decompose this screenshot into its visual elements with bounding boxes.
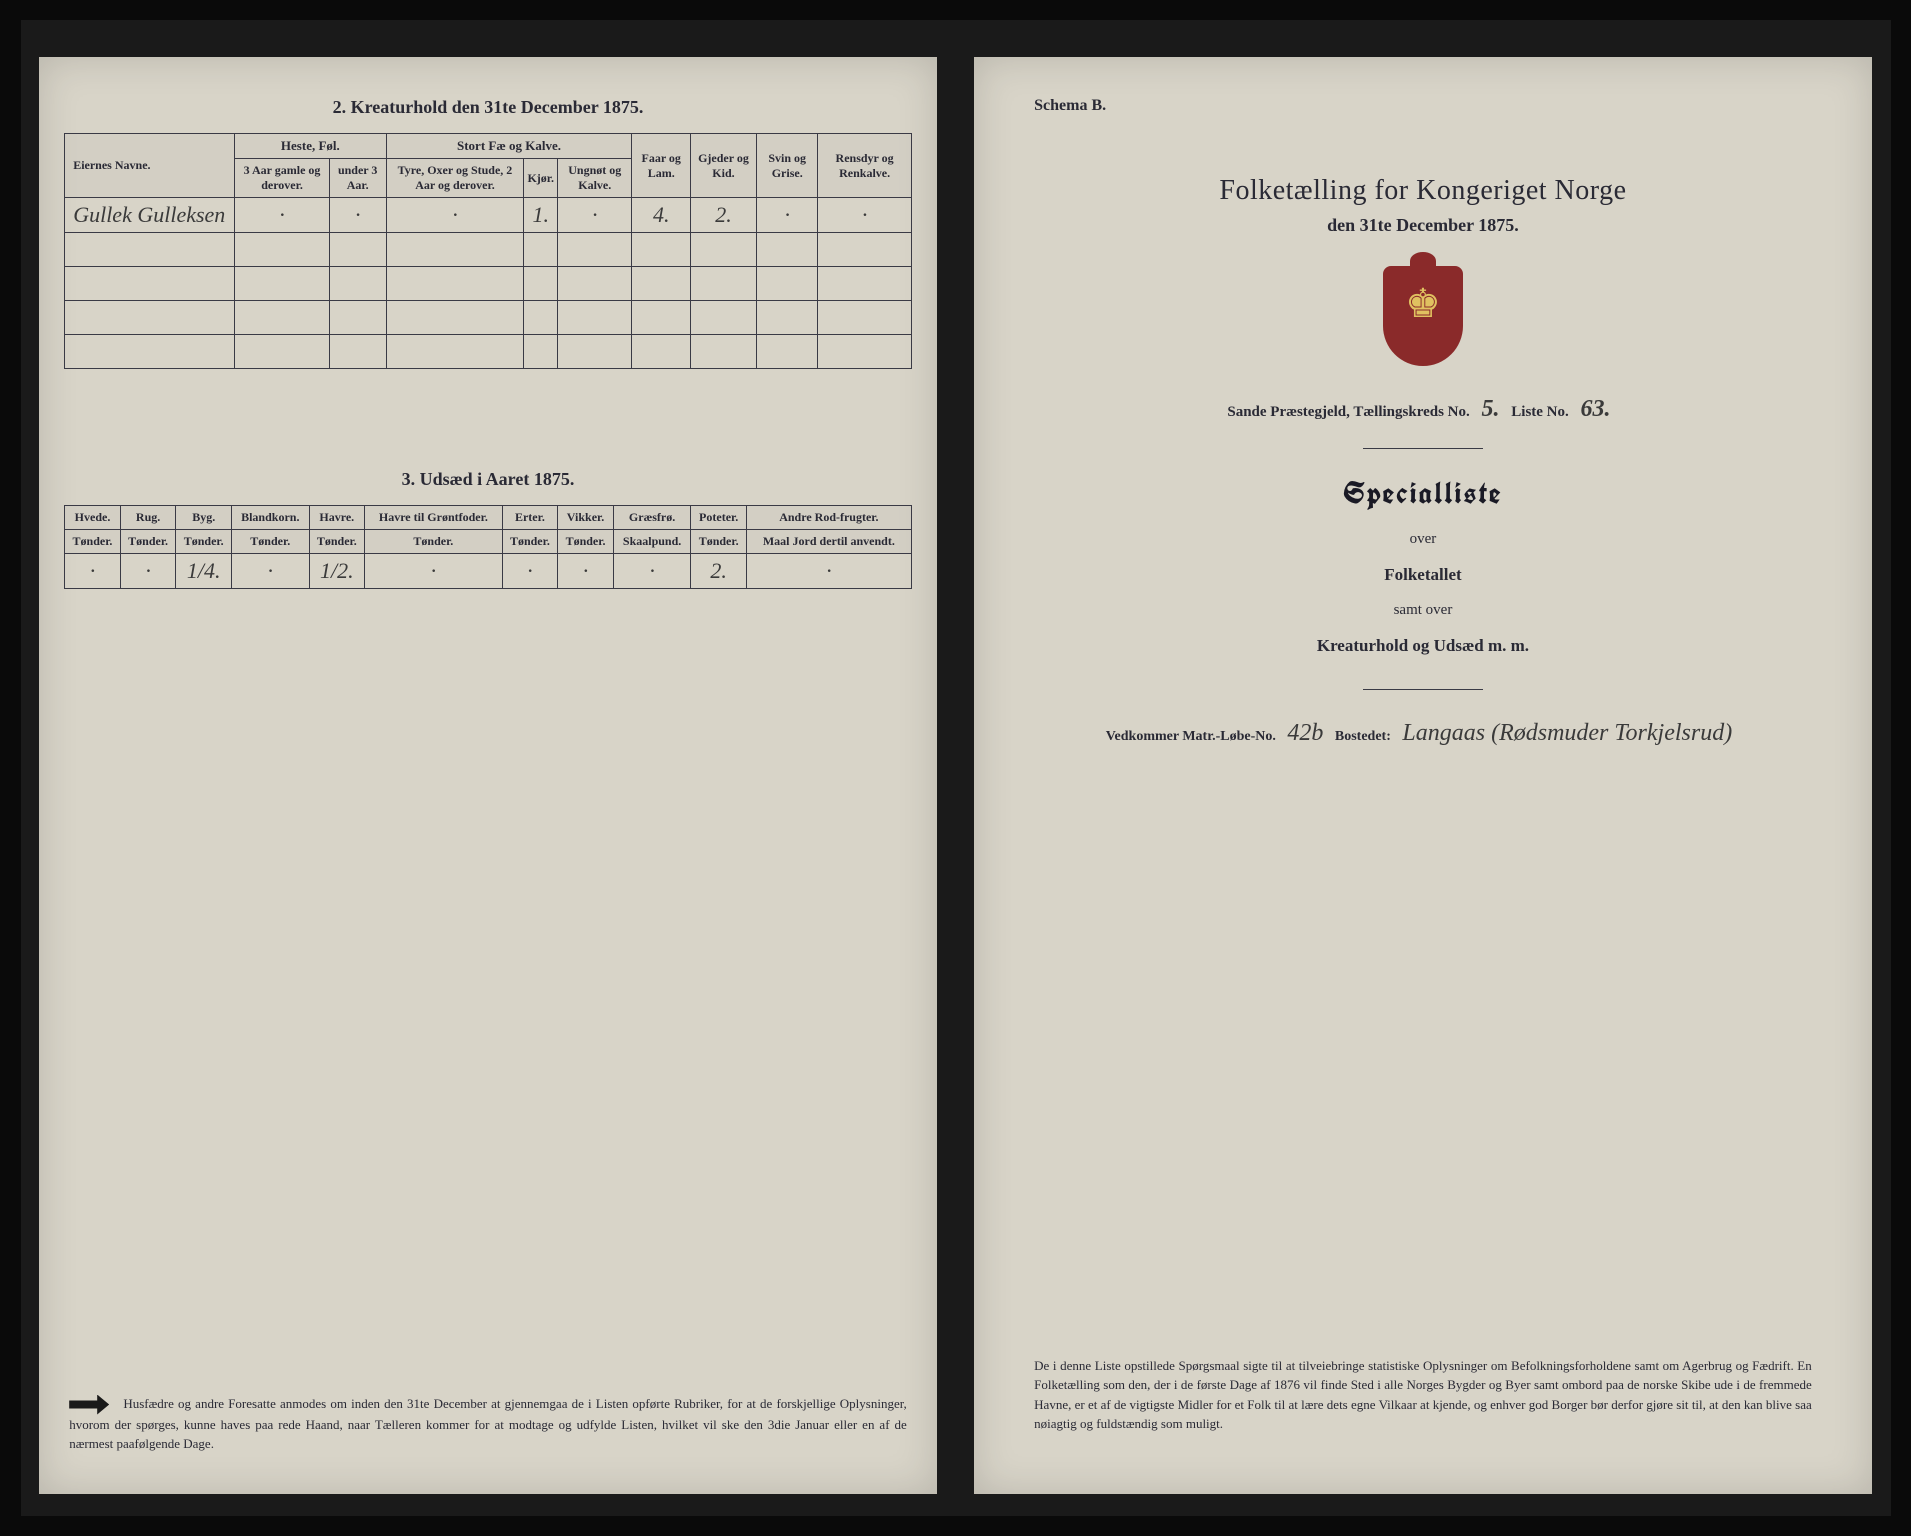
liste-no: 63.	[1573, 396, 1619, 422]
sub-s2: Kjør.	[524, 159, 558, 198]
sub-lines: over Folketallet samt over Kreaturhold o…	[1034, 523, 1812, 664]
h: Vikker.	[558, 506, 614, 530]
left-footnote-text: Husfædre og andre Foresatte anmodes om i…	[69, 1396, 907, 1452]
h: Poteter.	[691, 506, 747, 530]
main-title: Folketælling for Kongeriget Norge	[1034, 175, 1812, 207]
sh: Tønder.	[558, 530, 614, 554]
cell: ·	[558, 198, 632, 233]
table-row	[65, 335, 912, 369]
cell: ·	[235, 198, 330, 233]
left-page: 2. Kreaturhold den 31te December 1875. E…	[39, 57, 937, 1493]
cell: ·	[818, 198, 911, 233]
h: Blandkorn.	[232, 506, 309, 530]
pointing-hand-icon	[69, 1395, 109, 1415]
folketallet: Folketallet	[1034, 556, 1812, 593]
cell: ·	[365, 554, 503, 589]
sub-h2: under 3 Aar.	[329, 159, 386, 198]
col-ren: Rensdyr og Renkalve.	[818, 134, 911, 198]
cell: ·	[558, 554, 614, 589]
specialliste-heading: Specialliste	[1034, 474, 1812, 513]
group-stort: Stort Fæ og Kalve.	[386, 134, 632, 159]
cell: ·	[120, 554, 176, 589]
sub-s3: Ungnøt og Kalve.	[558, 159, 632, 198]
cell: 2.	[691, 554, 747, 589]
group-heste: Heste, Føl.	[235, 134, 386, 159]
sh: Tønder.	[502, 530, 558, 554]
cell: 2.	[690, 198, 756, 233]
col-owner: Eiernes Navne.	[65, 134, 235, 198]
h: Græsfrø.	[613, 506, 691, 530]
bostedet: Langaas (Rødsmuder Torkjelsrud)	[1394, 720, 1740, 746]
cell: 1/2.	[309, 554, 365, 589]
h: Havre til Grøntfoder.	[365, 506, 503, 530]
book-spread: 2. Kreaturhold den 31te December 1875. E…	[21, 20, 1891, 1516]
h: Hvede.	[65, 506, 121, 530]
sh: Tønder.	[365, 530, 503, 554]
cell: ·	[613, 554, 691, 589]
main-subtitle: den 31te December 1875.	[1034, 215, 1812, 236]
sh: Tønder.	[691, 530, 747, 554]
cell: ·	[746, 554, 911, 589]
matr-no: 42b	[1279, 720, 1331, 746]
kreaturhold-table: Eiernes Navne. Heste, Føl. Stort Fæ og K…	[64, 133, 912, 369]
left-footnote-block: Husfædre og andre Foresatte anmodes om i…	[69, 1394, 907, 1454]
parish-prefix: Sande Præstegjeld, Tællingskreds No.	[1227, 404, 1469, 420]
table-row	[65, 233, 912, 267]
table-row: · · 1/4. · 1/2. · · · · 2. ·	[65, 554, 912, 589]
h: Erter.	[502, 506, 558, 530]
cell: 1/4.	[176, 554, 232, 589]
col-faar: Faar og Lam.	[632, 134, 690, 198]
parish-line: Sande Præstegjeld, Tællingskreds No. 5. …	[1034, 396, 1812, 423]
table-row	[65, 301, 912, 335]
sh: Tønder.	[65, 530, 121, 554]
table-row	[65, 267, 912, 301]
kreatur-line: Kreaturhold og Udsæd m. m.	[1034, 627, 1812, 664]
divider	[1363, 448, 1483, 449]
section3-title: 3. Udsæd i Aaret 1875.	[64, 469, 912, 490]
owner-name: Gullek Gulleksen	[65, 198, 235, 233]
cell: 4.	[632, 198, 690, 233]
h: Byg.	[176, 506, 232, 530]
table-row: Gullek Gulleksen · · · 1. · 4. 2. · ·	[65, 198, 912, 233]
cell: ·	[386, 198, 524, 233]
samt-over: samt over	[1034, 594, 1812, 627]
col-gjeder: Gjeder og Kid.	[690, 134, 756, 198]
kreds-no: 5.	[1474, 396, 1508, 422]
sh: Tønder.	[176, 530, 232, 554]
right-footnote: De i denne Liste opstillede Spørgsmaal s…	[1034, 1356, 1812, 1434]
cell: ·	[756, 198, 817, 233]
right-page: Schema B. Folketælling for Kongeriget No…	[974, 57, 1872, 1493]
bostedet-label: Bostedet:	[1335, 729, 1391, 744]
section2-title: 2. Kreaturhold den 31te December 1875.	[64, 97, 912, 118]
h: Rug.	[120, 506, 176, 530]
sh: Skaalpund.	[613, 530, 691, 554]
cell: ·	[329, 198, 386, 233]
matr-label: Vedkommer Matr.-Løbe-No.	[1106, 729, 1276, 744]
sub-h1: 3 Aar gamle og derover.	[235, 159, 330, 198]
h: Havre.	[309, 506, 365, 530]
sh: Tønder.	[120, 530, 176, 554]
udsaed-table: Hvede. Rug. Byg. Blandkorn. Havre. Havre…	[64, 505, 912, 589]
cell: ·	[65, 554, 121, 589]
sh: Tønder.	[232, 530, 309, 554]
schema-label: Schema B.	[1034, 97, 1812, 115]
liste-label: Liste No.	[1511, 404, 1569, 420]
h: Andre Rod-frugter.	[746, 506, 911, 530]
cell: ·	[232, 554, 309, 589]
cell: 1.	[524, 198, 558, 233]
matr-line: Vedkommer Matr.-Løbe-No. 42b Bostedet: L…	[1034, 720, 1812, 747]
divider	[1363, 689, 1483, 690]
col-svin: Svin og Grise.	[756, 134, 817, 198]
sub-s1: Tyre, Oxer og Stude, 2 Aar og derover.	[386, 159, 524, 198]
over: over	[1034, 523, 1812, 556]
coat-of-arms-icon: ♚	[1383, 266, 1463, 366]
cell: ·	[502, 554, 558, 589]
sh: Maal Jord dertil anvendt.	[746, 530, 911, 554]
sh: Tønder.	[309, 530, 365, 554]
